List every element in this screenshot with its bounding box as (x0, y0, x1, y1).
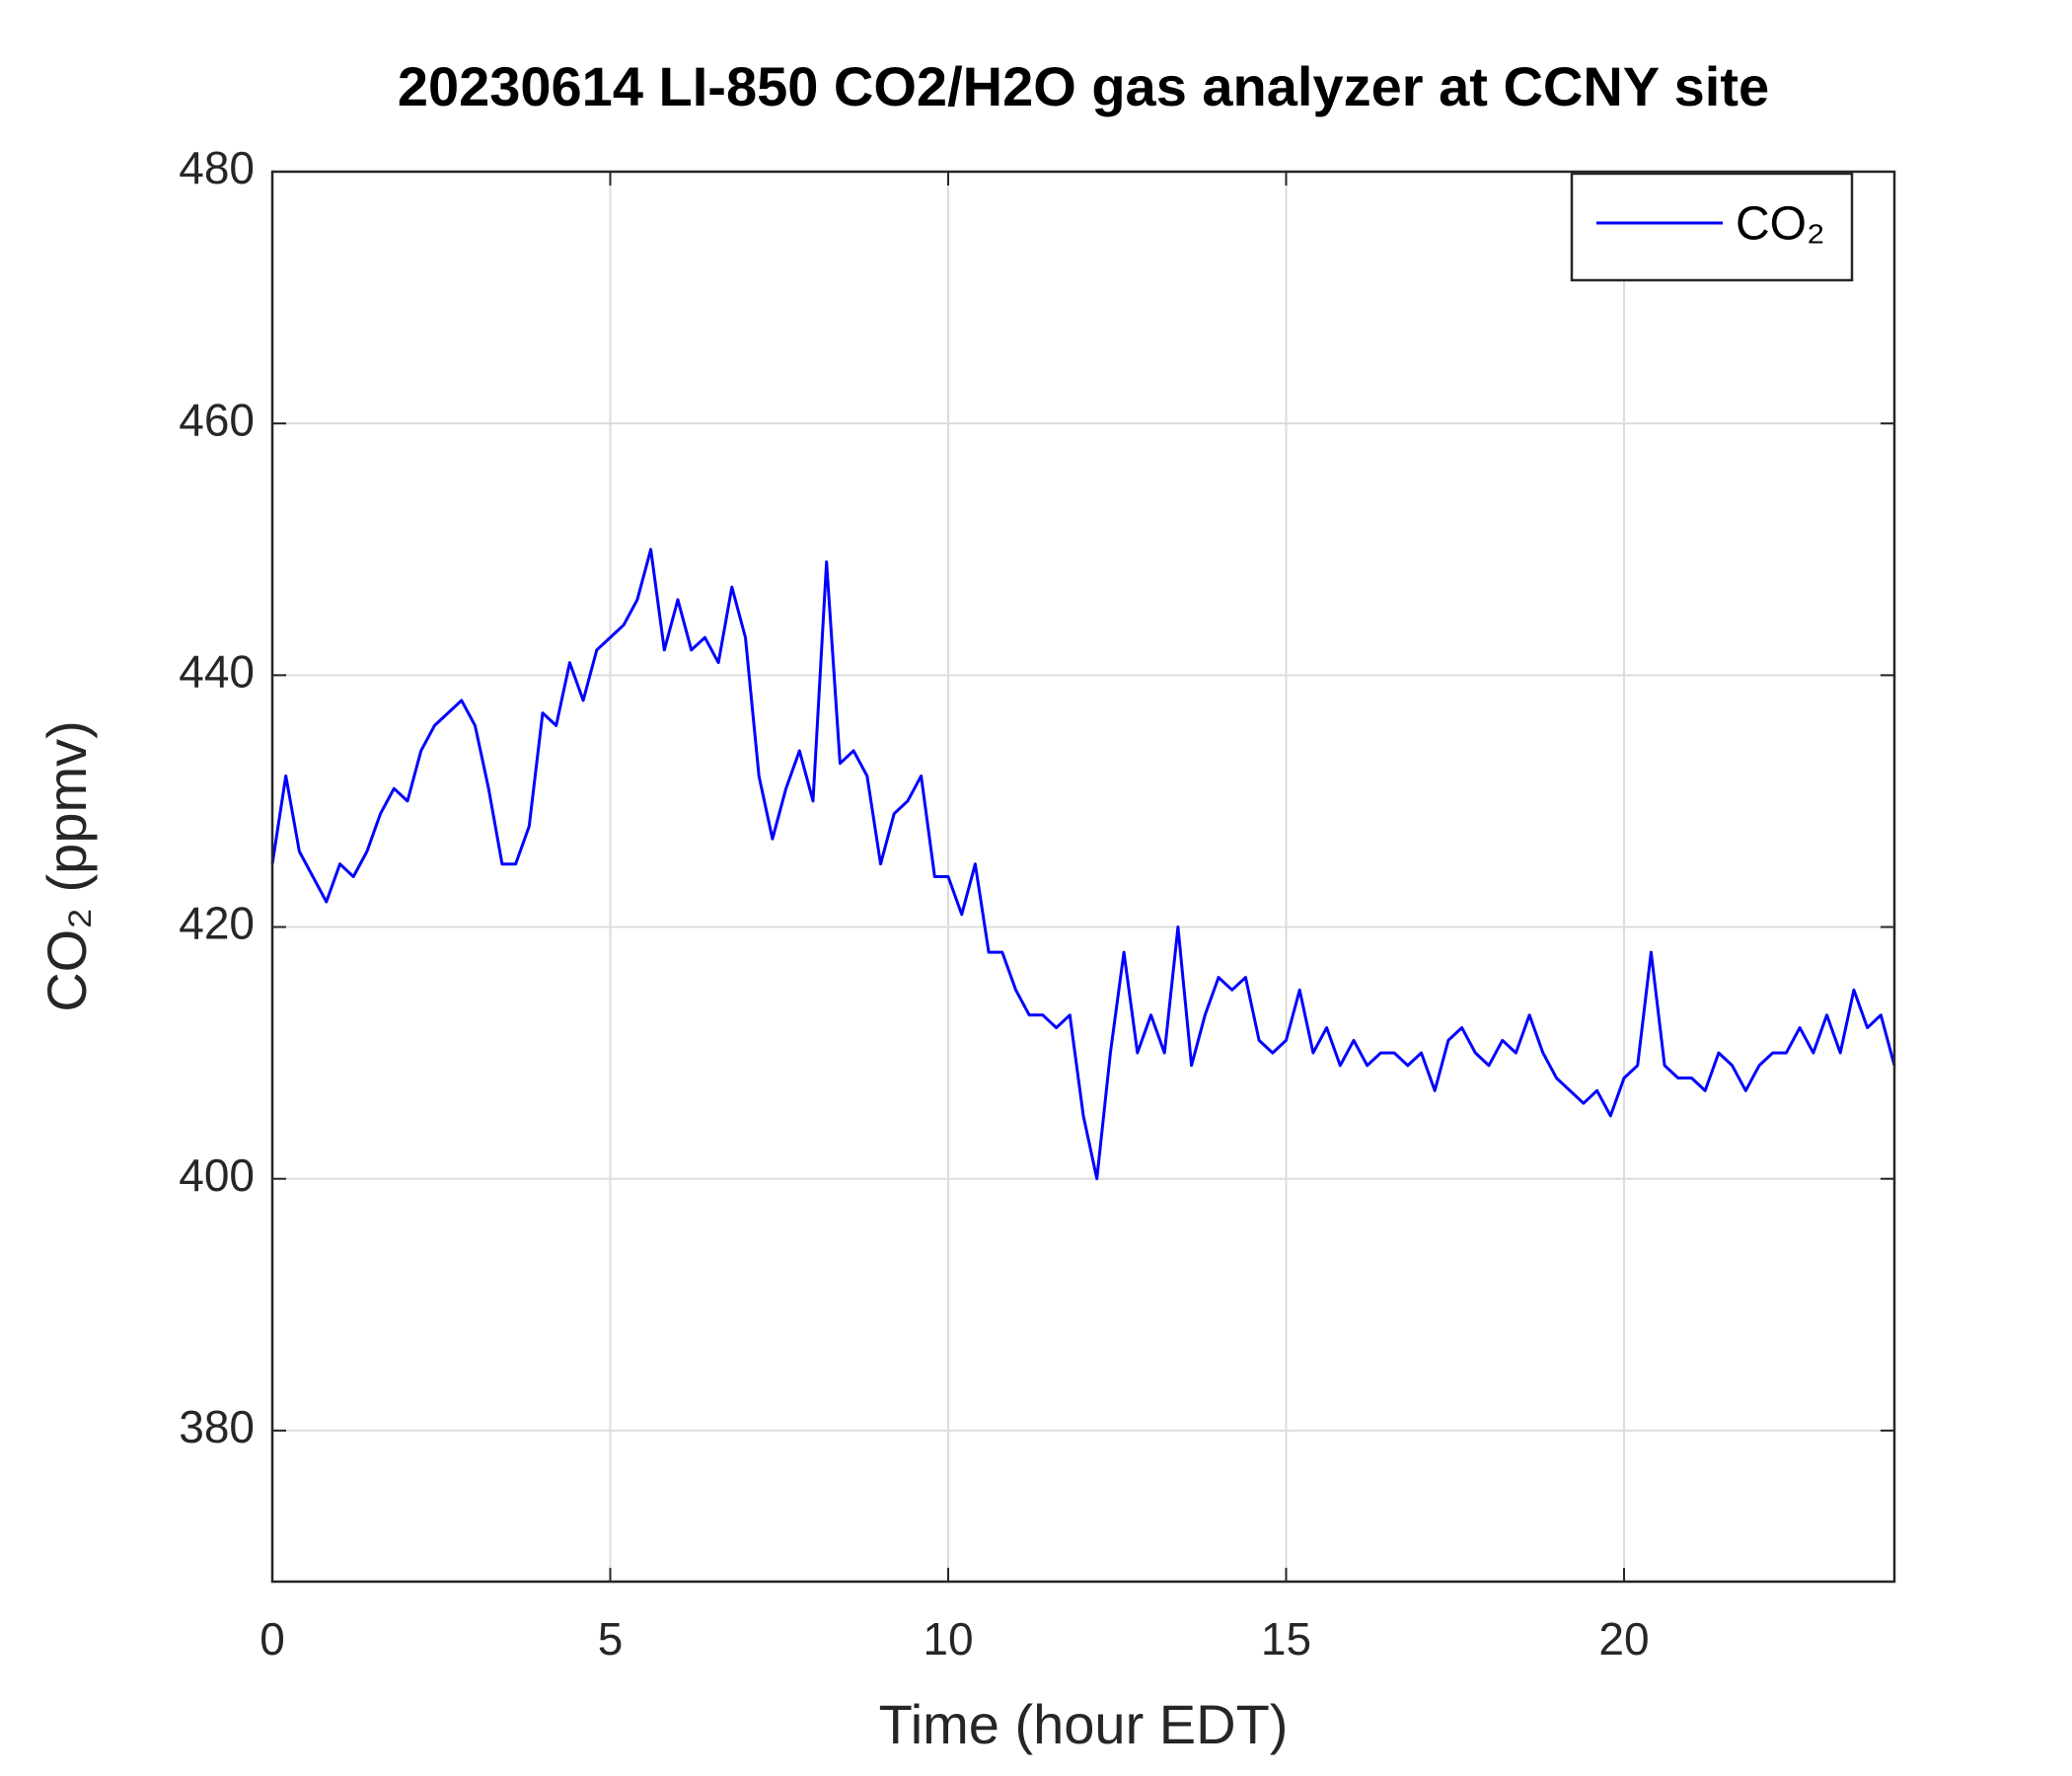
legend-label: CO₂ (1736, 198, 1825, 251)
plot-frame (270, 170, 1896, 1584)
y-tick-label: 440 (179, 646, 255, 698)
x-tick-label: 10 (923, 1613, 973, 1665)
x-tick-label: 5 (598, 1613, 624, 1665)
data-line (270, 548, 1896, 1181)
chart-title: 20230614 LI-850 CO2/H2O gas analyzer at … (398, 55, 1769, 117)
y-tick-label: 400 (179, 1149, 255, 1201)
y-axis-label: CO₂ (ppmv) (36, 720, 98, 1012)
y-tick-label: 480 (179, 142, 255, 193)
x-tick-label: 20 (1598, 1613, 1649, 1665)
y-tick-label: 380 (179, 1401, 255, 1452)
x-tick-label: 0 (259, 1613, 285, 1665)
x-axis-label: Time (hour EDT) (879, 1693, 1289, 1755)
x-tick-label: 15 (1261, 1613, 1311, 1665)
legend-box (1570, 172, 1854, 282)
y-tick-label: 460 (179, 394, 255, 445)
y-tick-label: 420 (179, 898, 255, 949)
